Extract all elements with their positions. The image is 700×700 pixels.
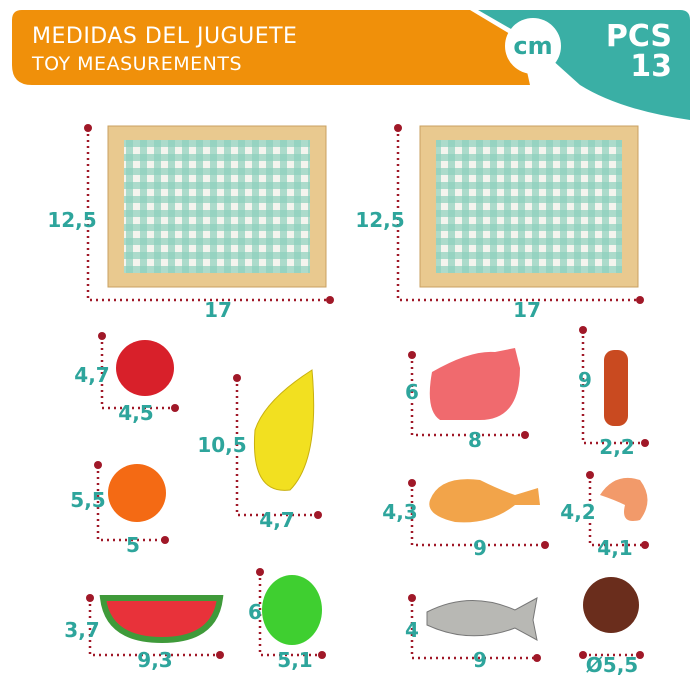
sausage <box>604 350 628 426</box>
sausage-height: 9 <box>578 368 592 392</box>
burger-patty <box>583 577 639 633</box>
fish <box>426 597 538 641</box>
chicken-leg-height: 4,3 <box>382 500 417 524</box>
ham <box>429 348 520 420</box>
banana-height: 10,5 <box>197 433 246 457</box>
chicken-leg <box>429 479 540 523</box>
shrimp <box>600 477 648 521</box>
shrimp-width: 4,1 <box>597 536 632 560</box>
pieces-label: PCS <box>605 19 672 54</box>
crate-2-width: 17 <box>513 298 541 322</box>
crate-1-width: 17 <box>204 298 232 322</box>
cm-unit-badge: cm <box>505 18 561 74</box>
orange-height: 5,5 <box>70 488 105 512</box>
title: MEDIDAS DEL JUGUETE <box>32 24 298 49</box>
strawberry <box>116 340 174 396</box>
banana <box>253 369 315 491</box>
fish-height: 4 <box>405 618 419 642</box>
header-banner <box>12 10 530 85</box>
shrimp-height: 4,2 <box>560 500 595 524</box>
sausage-width: 2,2 <box>599 435 634 459</box>
ham-width: 8 <box>468 428 482 452</box>
crate-2 <box>419 125 639 288</box>
fish-width: 9 <box>473 648 487 672</box>
orange-fruit <box>108 464 166 522</box>
watermelon <box>99 595 224 644</box>
subtitle: TOY MEASUREMENTS <box>32 53 243 75</box>
strawberry-height: 4,7 <box>74 363 109 387</box>
orange-width: 5 <box>126 533 140 557</box>
measurement-lines <box>86 128 645 660</box>
apple-width: 5,1 <box>277 648 312 672</box>
banana-width: 4,7 <box>259 508 294 532</box>
watermelon-width: 9,3 <box>137 648 172 672</box>
patty-diameter: Ø5,5 <box>586 653 638 677</box>
chicken-leg-width: 9 <box>473 536 487 560</box>
crate-2-height: 12,5 <box>355 208 404 232</box>
crate-1 <box>107 125 327 288</box>
pieces-count-badge: PCS 13 <box>606 22 672 82</box>
ham-height: 6 <box>405 380 419 404</box>
strawberry-width: 4,5 <box>118 401 153 425</box>
watermelon-height: 3,7 <box>64 618 99 642</box>
crate-1-height: 12,5 <box>47 208 96 232</box>
measurement-endpoints <box>84 124 649 662</box>
apple <box>262 575 322 645</box>
apple-height: 6 <box>248 600 262 624</box>
pieces-count: 13 <box>630 49 672 84</box>
